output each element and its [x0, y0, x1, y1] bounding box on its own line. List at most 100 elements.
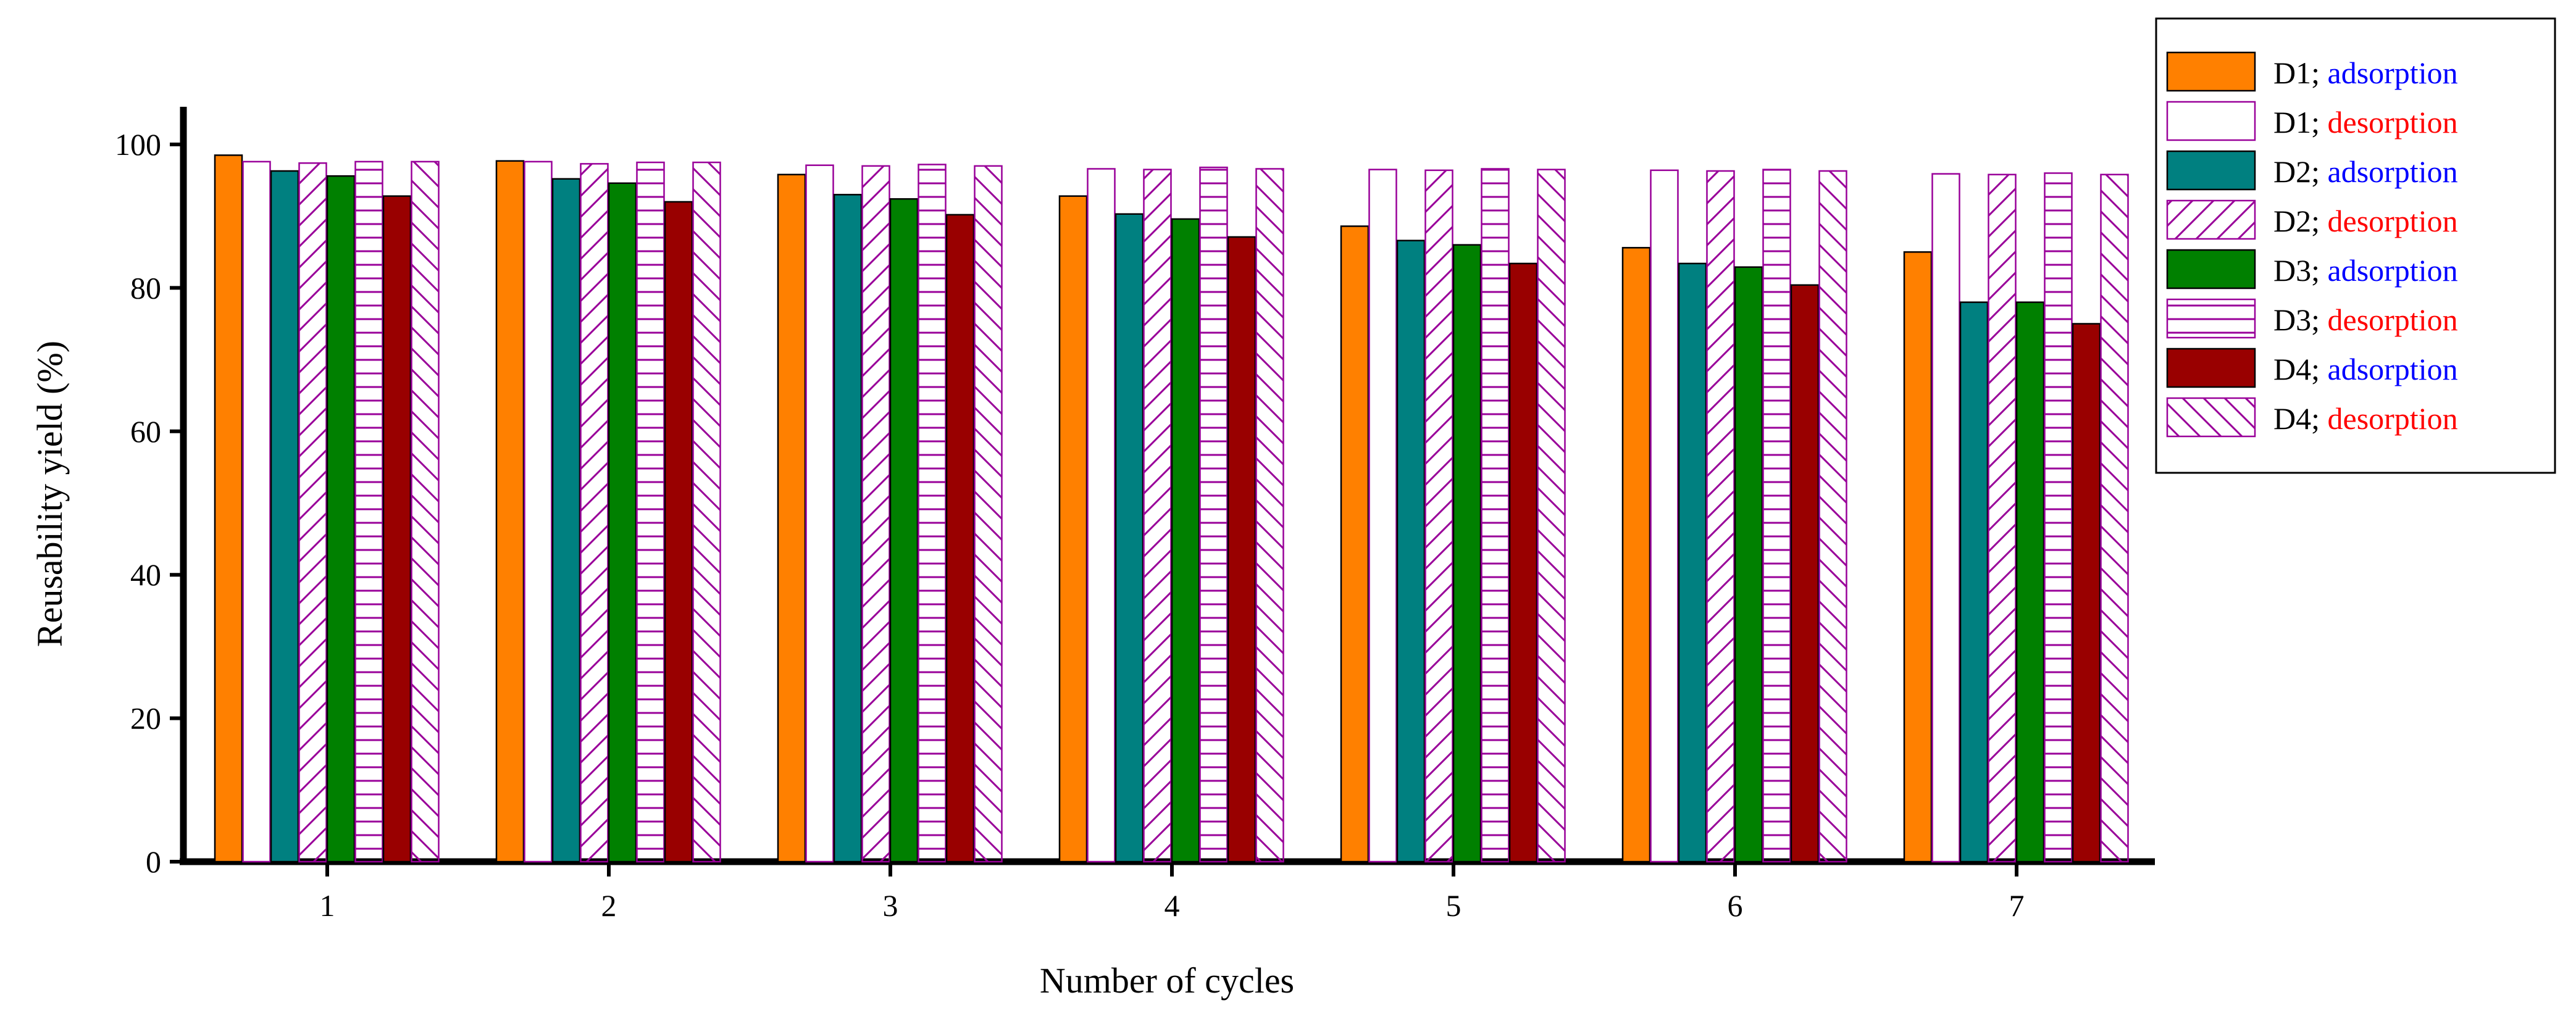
bar	[382, 195, 412, 863]
bar	[692, 161, 721, 863]
bar	[889, 198, 919, 863]
y-tick-label: 80	[130, 270, 161, 305]
legend-label-suffix: desorption	[2328, 204, 2458, 238]
bar	[2015, 301, 2045, 863]
bar	[805, 164, 834, 863]
bar	[1143, 169, 1172, 863]
legend-label-suffix: adsorption	[2328, 56, 2458, 90]
bar	[580, 163, 609, 863]
bar	[1340, 225, 1370, 863]
legend-label: D1; adsorption	[2273, 56, 2458, 90]
bar	[1255, 168, 1284, 863]
y-tick-label: 40	[130, 557, 161, 592]
x-tick-label: 5	[1446, 888, 1462, 923]
bar	[918, 164, 947, 863]
legend-label-suffix: adsorption	[2328, 253, 2458, 288]
legend-label: D1; desorption	[2273, 105, 2458, 139]
bar	[1706, 170, 1735, 863]
legend-label-prefix: D3;	[2273, 302, 2328, 337]
bar	[298, 162, 327, 863]
bar	[1734, 266, 1763, 863]
legend-label: D4; adsorption	[2273, 352, 2458, 386]
legend-label: D4; desorption	[2273, 401, 2458, 436]
bar	[1481, 168, 1510, 863]
bar	[1762, 169, 1791, 863]
legend-label-suffix: adsorption	[2328, 352, 2458, 386]
x-tick-label: 4	[1165, 888, 1180, 923]
y-tick-label: 100	[115, 127, 161, 162]
bar	[974, 165, 1003, 863]
x-axis-ticks: 1 2 3 4 5 6 7	[320, 862, 2025, 923]
bar	[1678, 262, 1707, 863]
bar	[551, 178, 581, 863]
bar	[1227, 236, 1257, 863]
bar	[354, 160, 383, 863]
y-axis-ticks: 0 20 40 60 80 100	[115, 127, 183, 879]
bar	[1199, 166, 1228, 863]
bar	[1650, 169, 1679, 863]
bar	[1087, 168, 1116, 863]
y-axis-title: Reusability yield (%)	[30, 341, 70, 647]
bar	[1818, 170, 1847, 863]
legend-label: D2; desorption	[2273, 204, 2458, 238]
legend-swatch	[2166, 51, 2256, 92]
bar	[1171, 218, 1200, 863]
legend-label-suffix: adsorption	[2328, 154, 2458, 189]
legend-swatch	[2166, 150, 2256, 191]
legend-label-prefix: D1;	[2273, 105, 2328, 139]
legend-label: D2; adsorption	[2273, 154, 2458, 189]
x-tick-label: 3	[883, 888, 898, 923]
x-tick-label: 7	[2009, 888, 2025, 923]
bar	[1452, 244, 1482, 863]
legend-frame	[2155, 17, 2556, 474]
bar	[1621, 247, 1651, 863]
bar	[1368, 169, 1397, 863]
bar	[1959, 301, 1989, 863]
x-tick-label: 2	[601, 888, 617, 923]
x-axis-title: Number of cycles	[1040, 960, 1294, 1001]
bars	[214, 154, 2129, 863]
bar	[1114, 213, 1144, 863]
bar	[270, 170, 299, 863]
bar	[1508, 262, 1538, 863]
bar	[777, 173, 806, 863]
bar	[861, 165, 890, 863]
bar	[2072, 323, 2101, 863]
legend-label-prefix: D1;	[2273, 56, 2328, 90]
bar	[214, 154, 243, 863]
legend-swatch	[2166, 199, 2256, 240]
legend-label-prefix: D2;	[2273, 154, 2328, 189]
bar	[1396, 239, 1426, 863]
legend-label-suffix: desorption	[2328, 401, 2458, 436]
y-tick-label: 60	[130, 414, 161, 449]
bar	[636, 161, 665, 863]
legend-swatch	[2166, 348, 2256, 388]
y-tick-label: 0	[146, 844, 161, 879]
legend-label-suffix: desorption	[2328, 302, 2458, 337]
legend-swatch	[2166, 249, 2256, 289]
legend-label-prefix: D4;	[2273, 352, 2328, 386]
legend-label-prefix: D2;	[2273, 204, 2328, 238]
legend-swatch	[2166, 101, 2256, 141]
bar	[1424, 169, 1453, 863]
bar	[664, 201, 693, 863]
legend-label: D3; adsorption	[2273, 253, 2458, 288]
bar	[495, 160, 525, 863]
bar	[326, 175, 356, 863]
bar	[2044, 172, 2073, 863]
legend-label-prefix: D3;	[2273, 253, 2328, 288]
legend-swatch	[2166, 397, 2256, 438]
bar	[1903, 251, 1933, 863]
legend-label: D3; desorption	[2273, 302, 2458, 337]
bar	[1058, 195, 1088, 863]
bar	[411, 160, 440, 863]
x-tick-label: 1	[320, 888, 335, 923]
legend-swatch	[2166, 298, 2256, 339]
y-tick-label: 20	[130, 701, 161, 736]
bar	[608, 182, 637, 863]
legend-label-suffix: desorption	[2328, 105, 2458, 139]
legend-label-prefix: D4;	[2273, 401, 2328, 436]
bar	[242, 160, 271, 863]
